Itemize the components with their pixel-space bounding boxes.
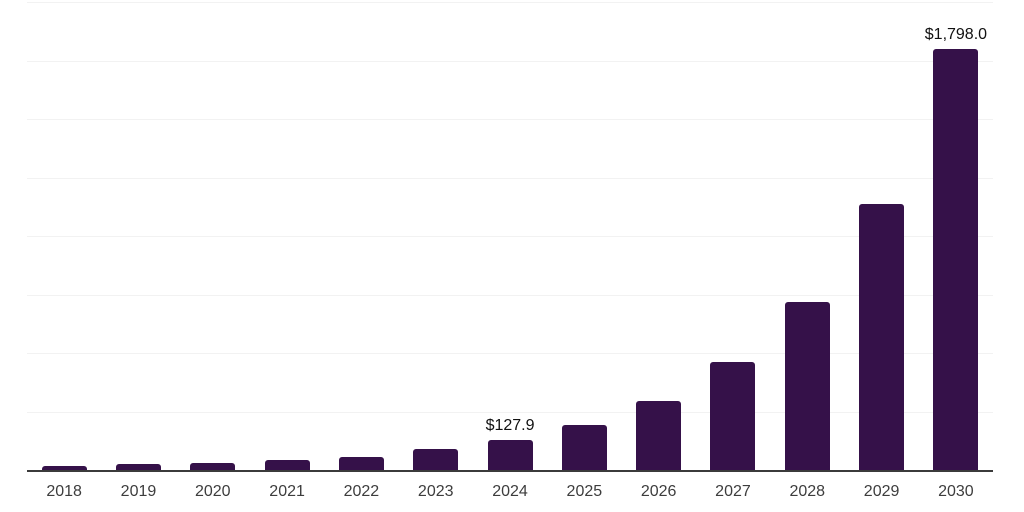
x-axis-label: 2025 xyxy=(566,483,603,500)
bar xyxy=(784,302,830,470)
bar xyxy=(264,460,310,470)
bar-column-2018 xyxy=(27,2,101,470)
x-axis-line xyxy=(27,470,993,472)
bar xyxy=(338,457,384,470)
gridline xyxy=(27,353,993,354)
bar xyxy=(413,449,459,470)
bar-column-2026 xyxy=(622,2,696,470)
bar xyxy=(115,463,161,470)
bar-column-2021 xyxy=(250,2,324,470)
bar-column-2023 xyxy=(399,2,473,470)
gridline xyxy=(27,60,993,62)
bar-column-2029 xyxy=(844,2,918,470)
x-axis-label: 2030 xyxy=(938,483,974,500)
x-axis-label: 2021 xyxy=(269,483,305,500)
bar xyxy=(710,362,756,470)
bar-column-2024: $127.9 xyxy=(473,2,547,470)
gridline xyxy=(27,119,993,120)
bar-column-2027 xyxy=(696,2,770,470)
x-axis-label: 2022 xyxy=(343,483,380,500)
bar xyxy=(636,400,682,470)
x-axis-label: 2020 xyxy=(194,483,231,500)
x-axis-labels: 2018 2019 2020 2021 2022 2023 2024 2025 2026 2027… xyxy=(27,479,993,505)
bar-value-label: $127.9 xyxy=(485,417,535,435)
gridline xyxy=(27,294,993,296)
x-axis-label: 2024 xyxy=(492,483,528,500)
x-axis-label: 2028 xyxy=(789,483,826,500)
x-axis-label: 2026 xyxy=(640,483,677,500)
bar-column-2019 xyxy=(101,2,175,470)
bar-column-2028 xyxy=(770,2,844,470)
bar-column-2025 xyxy=(547,2,621,470)
gridlines xyxy=(27,2,993,470)
bar xyxy=(561,424,607,470)
plot-area: $127.9 $1,798.0 xyxy=(27,2,993,472)
x-axis-label: 2027 xyxy=(715,483,751,500)
x-axis-label: 2018 xyxy=(46,483,82,500)
bar xyxy=(933,49,979,470)
bar-column-2022 xyxy=(324,2,398,470)
gridline xyxy=(27,177,993,179)
bar-column-2030: $1,798.0 xyxy=(919,2,993,470)
bar xyxy=(41,466,87,470)
x-axis-label: 2023 xyxy=(417,483,454,500)
gridline xyxy=(27,236,993,237)
bar-column-2020 xyxy=(176,2,250,470)
bar-value-label: $1,798.0 xyxy=(924,26,988,44)
x-axis-label: 2019 xyxy=(120,483,157,500)
gridline xyxy=(27,411,993,413)
bar xyxy=(859,204,905,470)
gridline xyxy=(27,2,993,3)
x-axis-label: 2029 xyxy=(863,483,900,500)
bar xyxy=(487,440,533,470)
bars-container: $127.9 $1,798.0 xyxy=(27,2,993,470)
bar xyxy=(190,462,236,470)
